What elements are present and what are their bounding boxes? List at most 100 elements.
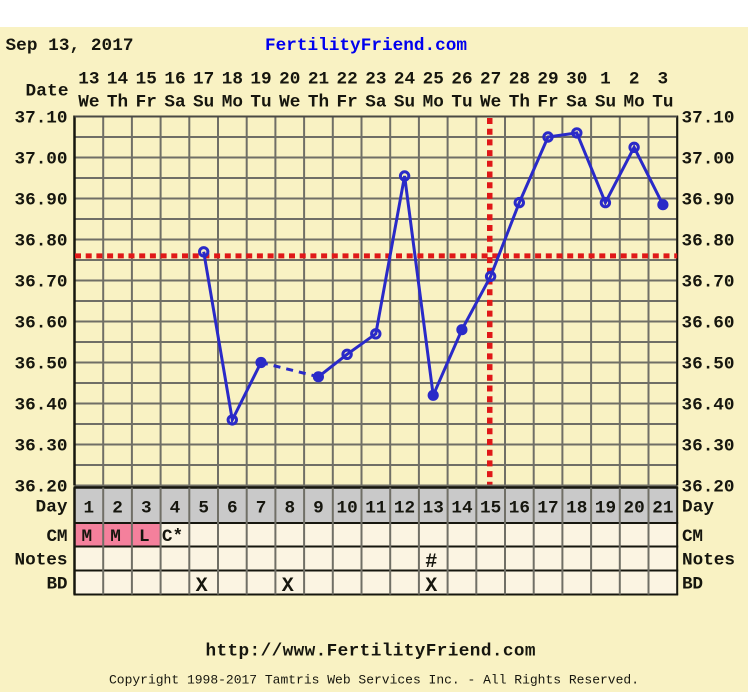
- svg-text:36.80: 36.80: [682, 231, 735, 251]
- svg-text:Notes: Notes: [15, 551, 68, 571]
- svg-text:Date: Date: [26, 82, 69, 102]
- svg-text:36.60: 36.60: [15, 313, 68, 333]
- svg-text:26: 26: [451, 70, 472, 90]
- svg-text:14: 14: [451, 499, 473, 519]
- svg-text:FertilityFriend.com: FertilityFriend.com: [265, 36, 467, 56]
- svg-text:#: #: [425, 551, 437, 574]
- svg-text:Th: Th: [107, 93, 128, 113]
- svg-text:25: 25: [423, 70, 444, 90]
- svg-text:Notes: Notes: [682, 551, 735, 571]
- svg-text:11: 11: [365, 499, 386, 519]
- svg-text:4: 4: [170, 499, 181, 519]
- svg-text:6: 6: [227, 499, 238, 519]
- svg-text:8: 8: [284, 499, 295, 519]
- svg-text:Sa: Sa: [566, 93, 588, 113]
- svg-text:36.40: 36.40: [682, 395, 735, 415]
- svg-text:C*: C*: [162, 527, 183, 547]
- svg-text:23: 23: [365, 70, 386, 90]
- svg-text:17: 17: [193, 70, 214, 90]
- svg-text:Day: Day: [36, 498, 68, 518]
- svg-text:29: 29: [537, 70, 558, 90]
- svg-text:3: 3: [658, 70, 669, 90]
- svg-text:36.90: 36.90: [15, 190, 68, 210]
- svg-text:37.10: 37.10: [682, 108, 735, 128]
- svg-text:Day: Day: [682, 498, 714, 518]
- svg-text:36.30: 36.30: [682, 436, 735, 456]
- svg-text:We: We: [480, 93, 501, 113]
- svg-text:21: 21: [652, 499, 673, 519]
- svg-text:X: X: [282, 575, 294, 598]
- svg-text:36.80: 36.80: [15, 231, 68, 251]
- svg-text:7: 7: [256, 499, 267, 519]
- svg-text:We: We: [78, 93, 99, 113]
- svg-text:20: 20: [279, 70, 300, 90]
- svg-text:16: 16: [509, 499, 530, 519]
- svg-text:36.70: 36.70: [682, 272, 735, 292]
- svg-text:Fr: Fr: [537, 93, 558, 113]
- svg-text:13: 13: [423, 499, 444, 519]
- svg-text:12: 12: [394, 499, 415, 519]
- svg-text:Su: Su: [193, 93, 214, 113]
- svg-text:Tu: Tu: [451, 93, 472, 113]
- svg-text:CM: CM: [47, 527, 68, 547]
- svg-text:Tu: Tu: [250, 93, 271, 113]
- svg-text:36.50: 36.50: [15, 354, 68, 374]
- svg-text:27: 27: [480, 70, 501, 90]
- svg-text:18: 18: [566, 499, 587, 519]
- svg-text:Fr: Fr: [337, 93, 358, 113]
- svg-text:http://www.FertilityFriend.com: http://www.FertilityFriend.com: [206, 642, 536, 662]
- svg-text:BD: BD: [682, 575, 703, 595]
- svg-text:36.20: 36.20: [15, 477, 68, 497]
- svg-text:36.20: 36.20: [682, 477, 735, 497]
- svg-text:36.50: 36.50: [682, 354, 735, 374]
- svg-text:16: 16: [164, 70, 185, 90]
- svg-text:37.00: 37.00: [682, 149, 735, 169]
- svg-text:36.90: 36.90: [682, 190, 735, 210]
- svg-text:37.00: 37.00: [15, 149, 68, 169]
- svg-text:2: 2: [629, 70, 640, 90]
- svg-text:24: 24: [394, 70, 416, 90]
- svg-text:M: M: [110, 527, 121, 547]
- svg-text:15: 15: [480, 499, 501, 519]
- svg-text:CM: CM: [682, 527, 703, 547]
- svg-text:36.70: 36.70: [15, 272, 68, 292]
- svg-text:19: 19: [250, 70, 271, 90]
- svg-text:1: 1: [600, 70, 611, 90]
- svg-text:Sep 13, 2017: Sep 13, 2017: [6, 36, 134, 56]
- svg-text:Mo: Mo: [222, 93, 243, 113]
- svg-text:BD: BD: [47, 575, 68, 595]
- svg-text:Copyright 1998-2017 Tamtris We: Copyright 1998-2017 Tamtris Web Services…: [109, 673, 639, 688]
- svg-text:36.60: 36.60: [682, 313, 735, 333]
- svg-text:21: 21: [308, 70, 329, 90]
- svg-text:15: 15: [136, 70, 157, 90]
- svg-text:X: X: [196, 575, 208, 598]
- svg-text:14: 14: [107, 70, 129, 90]
- svg-text:Mo: Mo: [624, 93, 645, 113]
- svg-text:2: 2: [112, 499, 123, 519]
- svg-text:Sa: Sa: [164, 93, 186, 113]
- svg-text:13: 13: [78, 70, 99, 90]
- svg-text:L: L: [139, 527, 150, 547]
- svg-text:36.30: 36.30: [15, 436, 68, 456]
- svg-text:28: 28: [509, 70, 530, 90]
- svg-text:M: M: [82, 527, 93, 547]
- svg-text:Sa: Sa: [365, 93, 387, 113]
- svg-text:Mo: Mo: [423, 93, 444, 113]
- svg-text:10: 10: [337, 499, 358, 519]
- svg-text:9: 9: [313, 499, 324, 519]
- svg-text:Tu: Tu: [652, 93, 673, 113]
- svg-text:5: 5: [198, 499, 209, 519]
- svg-text:18: 18: [222, 70, 243, 90]
- svg-text:We: We: [279, 93, 300, 113]
- svg-text:Th: Th: [509, 93, 530, 113]
- svg-text:30: 30: [566, 70, 587, 90]
- svg-text:36.40: 36.40: [15, 395, 68, 415]
- svg-text:22: 22: [337, 70, 358, 90]
- svg-text:20: 20: [624, 499, 645, 519]
- svg-text:17: 17: [537, 499, 558, 519]
- svg-text:Fr: Fr: [136, 93, 157, 113]
- svg-text:Th: Th: [308, 93, 329, 113]
- svg-text:1: 1: [84, 499, 95, 519]
- svg-text:19: 19: [595, 499, 616, 519]
- svg-text:Su: Su: [595, 93, 616, 113]
